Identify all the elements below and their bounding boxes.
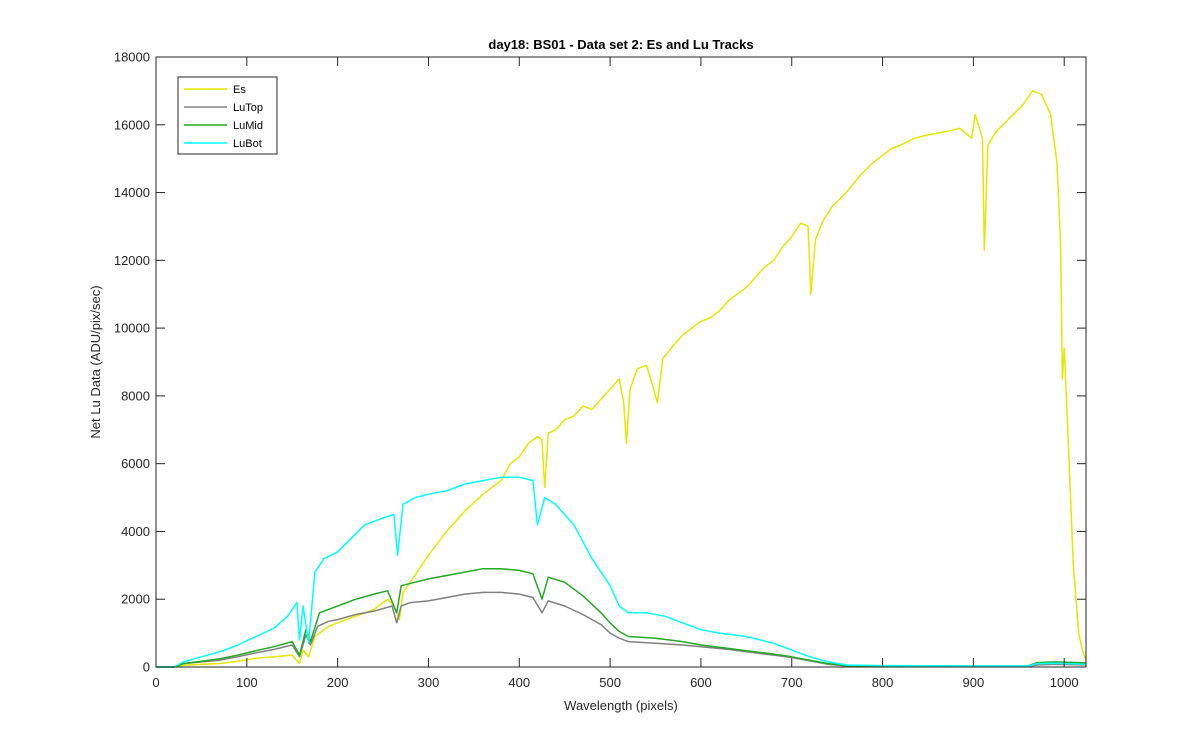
x-tick-label: 800 [872,675,894,690]
x-tick-label: 0 [152,675,159,690]
plot-area [156,57,1086,667]
x-tick-label: 600 [690,675,712,690]
series-line-es [156,90,1087,668]
y-tick-label: 4000 [121,524,150,539]
legend-label: LuTop [233,102,263,114]
legend-item-lutop: LuTop [184,102,263,114]
x-tick-label: 500 [599,675,621,690]
legend-label: Es [233,84,246,96]
legend-label: LuMid [233,120,263,132]
y-tick-label: 10000 [114,321,150,336]
axes-box [155,56,1087,668]
y-tick-label: 18000 [114,50,150,65]
legend-item-es: Es [184,84,246,96]
x-axis-label: Wavelength (pixels) [564,698,678,713]
ticks-layer: 0 100 200 300 400 500 600 700 800 900 100002000400… [114,50,1086,690]
y-axis-label: Net Lu Data (ADU/pix/sec) [88,285,103,438]
x-tick-label: 100 [236,675,258,690]
y-tick-label: 14000 [114,185,150,200]
series-line-lumid [156,567,1087,668]
y-tick-label: 2000 [121,592,150,607]
legend: Es LuTop LuMid LuBot [177,76,278,155]
x-tick-label: 200 [327,675,349,690]
series-layer [156,90,1087,668]
legend-box [177,76,278,155]
y-tick-label: 16000 [114,117,150,132]
chart-title: day18: BS01 - Data set 2: Es and Lu Trac… [488,37,753,52]
y-tick-label: 8000 [121,388,150,403]
x-tick-label: 300 [418,675,440,690]
x-tick-label: 900 [963,675,985,690]
legend-item-lubot: LuBot [184,138,262,150]
y-tick-label: 12000 [114,253,150,268]
x-tick-label: 700 [781,675,803,690]
y-tick-label: 0 [143,660,150,675]
series-line-lubot [156,476,1087,668]
legend-label: LuBot [233,138,262,150]
y-tick-label: 6000 [121,456,150,471]
legend-item-lumid: LuMid [184,120,263,132]
x-tick-label: 400 [508,675,530,690]
x-tick-label: 1000 [1050,675,1079,690]
